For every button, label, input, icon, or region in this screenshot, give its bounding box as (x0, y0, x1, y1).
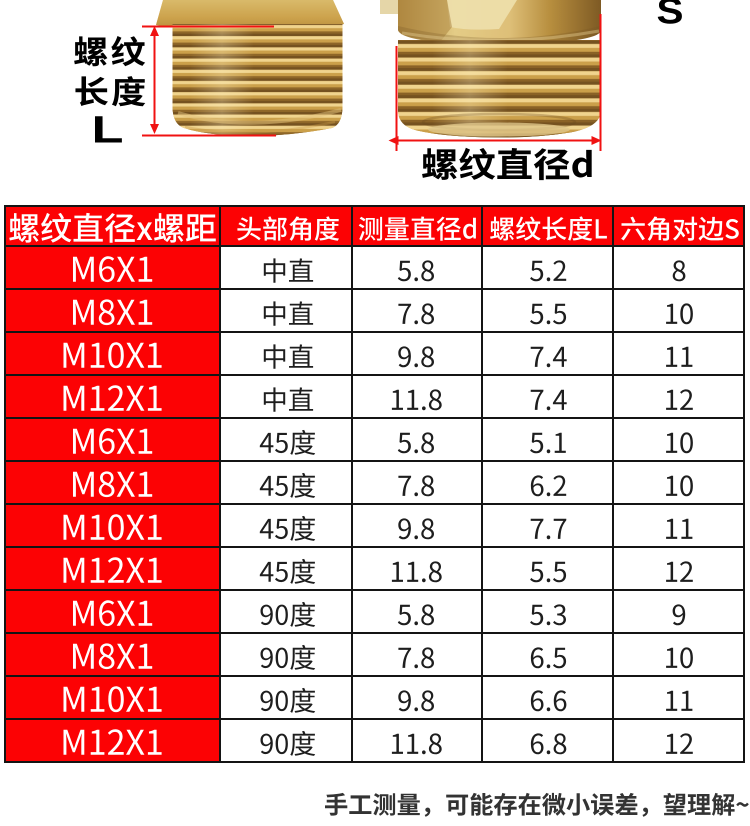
svg-text:S: S (657, 0, 684, 32)
svg-text:L: L (92, 110, 124, 152)
